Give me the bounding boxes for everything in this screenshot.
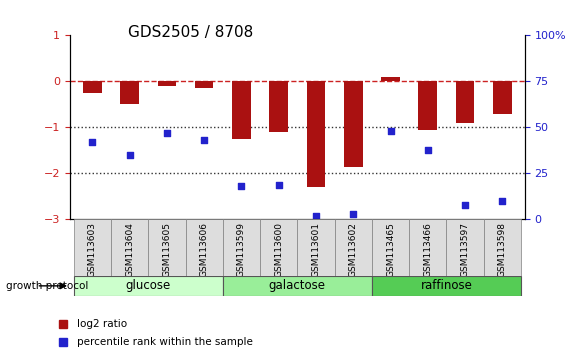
FancyBboxPatch shape: [372, 276, 521, 296]
Text: GDS2505 / 8708: GDS2505 / 8708: [128, 25, 254, 40]
Bar: [120, 81, 139, 104]
Text: GSM113600: GSM113600: [274, 222, 283, 277]
Bar: [232, 81, 251, 139]
Bar: [419, 81, 437, 130]
FancyBboxPatch shape: [185, 219, 223, 276]
Point: [461, 202, 470, 207]
Text: GSM113602: GSM113602: [349, 222, 358, 277]
Point: [237, 183, 246, 189]
Bar: [344, 81, 363, 166]
Bar: [307, 81, 325, 187]
FancyBboxPatch shape: [372, 219, 409, 276]
FancyBboxPatch shape: [260, 219, 297, 276]
FancyBboxPatch shape: [484, 219, 521, 276]
Text: GSM113603: GSM113603: [88, 222, 97, 277]
Point: [125, 152, 134, 158]
Point: [386, 128, 395, 134]
Text: GSM113466: GSM113466: [423, 222, 432, 277]
Point: [423, 147, 433, 152]
Text: galactose: galactose: [269, 279, 326, 292]
Text: percentile rank within the sample: percentile rank within the sample: [77, 337, 253, 347]
Text: log2 ratio: log2 ratio: [77, 319, 127, 329]
Point: [349, 211, 358, 217]
FancyBboxPatch shape: [409, 219, 447, 276]
Text: GSM113598: GSM113598: [498, 222, 507, 277]
Point: [199, 137, 209, 143]
Point: [162, 130, 171, 136]
FancyBboxPatch shape: [111, 219, 148, 276]
Text: glucose: glucose: [125, 279, 171, 292]
Text: GSM113605: GSM113605: [163, 222, 171, 277]
Text: growth protocol: growth protocol: [6, 281, 88, 291]
Text: GSM113599: GSM113599: [237, 222, 246, 277]
Text: GSM113604: GSM113604: [125, 222, 134, 277]
FancyBboxPatch shape: [447, 219, 484, 276]
Text: raffinose: raffinose: [420, 279, 472, 292]
Point: [311, 213, 321, 219]
FancyBboxPatch shape: [335, 219, 372, 276]
Bar: [269, 81, 288, 132]
FancyBboxPatch shape: [73, 219, 111, 276]
FancyBboxPatch shape: [223, 276, 372, 296]
Text: GSM113465: GSM113465: [386, 222, 395, 277]
Bar: [157, 81, 176, 86]
Text: GSM113597: GSM113597: [461, 222, 469, 277]
Bar: [195, 81, 213, 88]
Text: GSM113606: GSM113606: [199, 222, 209, 277]
FancyBboxPatch shape: [73, 276, 223, 296]
Bar: [493, 81, 512, 114]
Bar: [381, 77, 400, 81]
FancyBboxPatch shape: [223, 219, 260, 276]
Point: [87, 139, 97, 145]
Point: [274, 182, 283, 187]
FancyBboxPatch shape: [148, 219, 185, 276]
FancyBboxPatch shape: [297, 219, 335, 276]
Bar: [456, 81, 475, 123]
Text: GSM113601: GSM113601: [311, 222, 321, 277]
Point: [498, 198, 507, 204]
Bar: [83, 81, 101, 93]
